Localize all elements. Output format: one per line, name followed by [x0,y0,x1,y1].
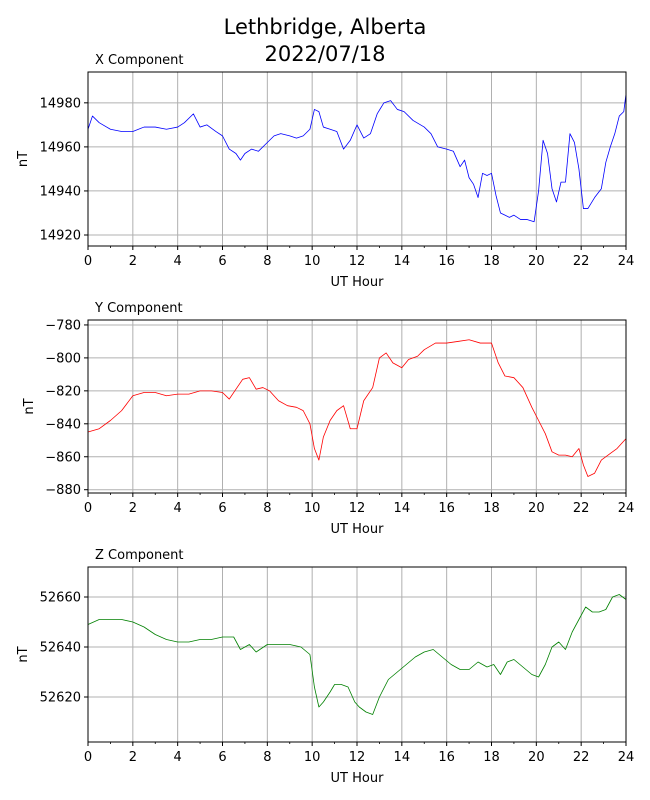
panel-y-component: 0 2 4 6 8 10 12 14 16 18 20 22 24−880−860−840−820−80… [22,301,634,537]
tick-label-x: 16 [438,501,455,516]
tick-label-x: 2 [129,750,137,765]
y-axis-label: nT [16,646,31,662]
tick-label-y: −840 [45,417,81,432]
tick-label-x: 4 [174,501,182,516]
tick-label-x: 24 [618,501,635,516]
tick-label-x: 16 [438,254,455,269]
x-axis-label: UT Hour [331,522,385,537]
panel-x-component: 0 2 4 6 8 10 12 14 16 18 20 22 241492014940149601498… [16,53,634,290]
tick-label-y: 14980 [40,96,81,111]
tick-label-x: 0 [84,750,92,765]
tick-label-y: −800 [45,351,81,366]
tick-label-x: 12 [349,501,366,516]
tick-label-x: 14 [394,254,411,269]
figure-title-line1: Lethbridge, Alberta [224,15,427,39]
tick-label-x: 10 [304,750,321,765]
tick-label-x: 0 [84,254,92,269]
series-line-z [87,594,627,715]
tick-label-x: 18 [483,501,500,516]
tick-label-x: 10 [304,501,321,516]
tick-label-x: 20 [528,501,545,516]
tick-label-y: −880 [45,483,81,498]
tick-label-x: 10 [304,254,321,269]
tick-label-x: 20 [528,750,545,765]
tick-label-x: 24 [618,254,635,269]
tick-label-x: 22 [573,750,590,765]
panel-title-z: Z Component [95,548,184,563]
tick-label-x: 12 [349,750,366,765]
tick-label-x: 6 [218,501,226,516]
series-line-y [87,339,627,477]
tick-label-y: 52660 [40,591,81,606]
tick-label-x: 14 [394,750,411,765]
tick-label-y: −860 [45,450,81,465]
tick-label-x: 12 [349,254,366,269]
tick-label-x: 16 [438,750,455,765]
tick-label-y: 52620 [40,691,81,706]
tick-label-y: 14960 [40,140,81,155]
panel-title-y: Y Component [94,301,183,316]
tick-label-x: 4 [174,750,182,765]
tick-label-x: 18 [483,254,500,269]
tick-label-x: 20 [528,254,545,269]
tick-label-y: −820 [45,384,81,399]
tick-label-x: 6 [218,750,226,765]
panel-title-x: X Component [95,53,184,68]
tick-label-x: 22 [573,501,590,516]
tick-label-x: 24 [618,750,635,765]
y-axis-label: nT [22,398,37,414]
tick-label-x: 2 [129,501,137,516]
tick-label-x: 8 [263,501,271,516]
tick-label-x: 18 [483,750,500,765]
tick-label-y: −780 [45,318,81,333]
tick-label-x: 6 [218,254,226,269]
tick-label-x: 8 [263,254,271,269]
tick-label-x: 0 [84,501,92,516]
tick-label-x: 22 [573,254,590,269]
tick-label-x: 8 [263,750,271,765]
tick-label-y: 14940 [40,184,81,199]
x-axis-label: UT Hour [331,771,385,786]
tick-label-y: 14920 [40,228,81,243]
tick-label-x: 2 [129,254,137,269]
tick-label-x: 4 [174,254,182,269]
figure-title-line2: 2022/07/18 [264,42,385,66]
x-axis-label: UT Hour [331,275,385,290]
tick-label-y: 52640 [40,641,81,656]
series-line-x [87,93,627,223]
y-axis-label: nT [16,151,31,167]
tick-label-x: 14 [394,501,411,516]
